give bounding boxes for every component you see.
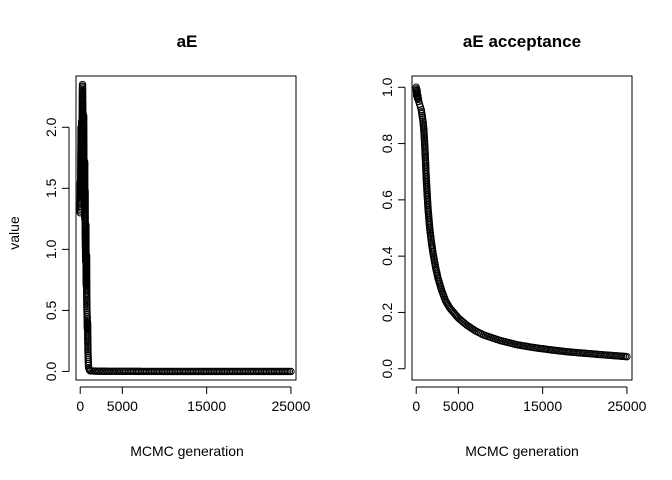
data-point [83,308,91,317]
x-tick-label: 25000 [607,398,646,414]
y-axis-label: value [6,216,22,250]
x-axis-label: MCMC generation [130,443,244,459]
x-tick-label: 5000 [107,398,138,414]
panel-ae: aE value MCMC generation 0 5000 15000 25000… [6,32,311,459]
x-axis: 0 5000 15000 25000 [76,386,311,414]
data-point [287,367,295,376]
y-tick-label: 0.0 [43,362,59,382]
y-axis: 0.0 0.5 1.0 1.5 2.0 [43,117,70,382]
x-tick-label: 0 [412,398,420,414]
plot-frame [411,75,633,381]
data-point [83,310,91,319]
y-tick-label: 1.5 [43,178,59,198]
y-tick-label: 0.5 [43,300,59,320]
y-tick-label: 1.0 [43,239,59,259]
x-axis: 0 5000 15000 25000 [412,386,647,414]
chart-title: aE acceptance [463,32,581,51]
x-tick-label: 15000 [187,398,226,414]
x-axis-label: MCMC generation [465,443,579,459]
x-tick-label: 15000 [523,398,562,414]
y-tick-label: 1.0 [379,77,395,97]
data-points [76,80,295,376]
y-tick-label: 0.0 [379,359,395,379]
y-tick-label: 2.0 [43,117,59,137]
data-point [84,359,93,368]
y-tick-label: 0.8 [379,134,395,154]
y-tick-label: 0.4 [379,246,395,266]
plot-frame [75,75,297,381]
x-tick-label: 5000 [443,398,474,414]
y-tick-label: 0.6 [379,190,395,210]
data-points [412,83,631,361]
x-tick-label: 25000 [271,398,310,414]
y-tick-label: 0.2 [379,303,395,323]
chart-title: aE [177,32,198,51]
x-tick-label: 0 [76,398,84,414]
y-axis: 0.0 0.2 0.4 0.6 0.8 1.0 [379,77,406,379]
data-point [623,352,631,361]
panel-ae-acceptance: aE acceptance MCMC generation 0 5000 15000… [379,32,647,459]
